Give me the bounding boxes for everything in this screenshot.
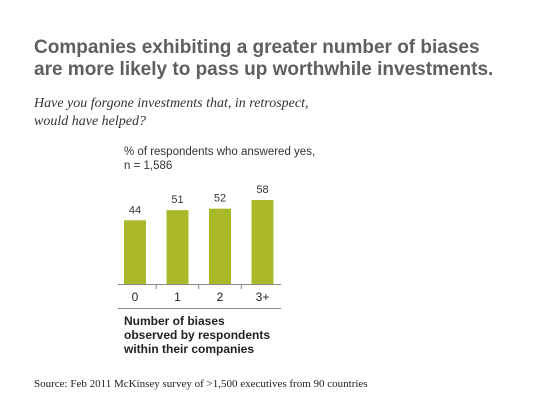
data-label-3+: 58 [256,184,268,196]
bar-2 [209,208,231,284]
chart-title: Companies exhibiting a greater number of… [34,37,494,80]
x-tick-label-1: 1 [174,290,181,304]
y-axis-label: % of respondents who answered yes, n = 1… [124,146,316,172]
data-label-0: 44 [129,204,141,216]
x-axis-label: Number of biases observed by respondents… [124,314,271,356]
x-tick-label-2: 2 [217,290,224,304]
x-tick-label-0: 0 [132,290,139,304]
chart-subtitle-question: Have you forgone investments that, in re… [34,96,309,129]
bar-3+ [251,200,274,284]
data-label-2: 52 [214,193,226,205]
source-note: Source: Feb 2011 McKinsey survey of >1,5… [34,378,368,390]
bar-1 [166,210,189,284]
bar-0 [124,220,146,284]
data-label-1: 51 [171,194,183,206]
x-tick-label-3+: 3+ [256,290,270,304]
